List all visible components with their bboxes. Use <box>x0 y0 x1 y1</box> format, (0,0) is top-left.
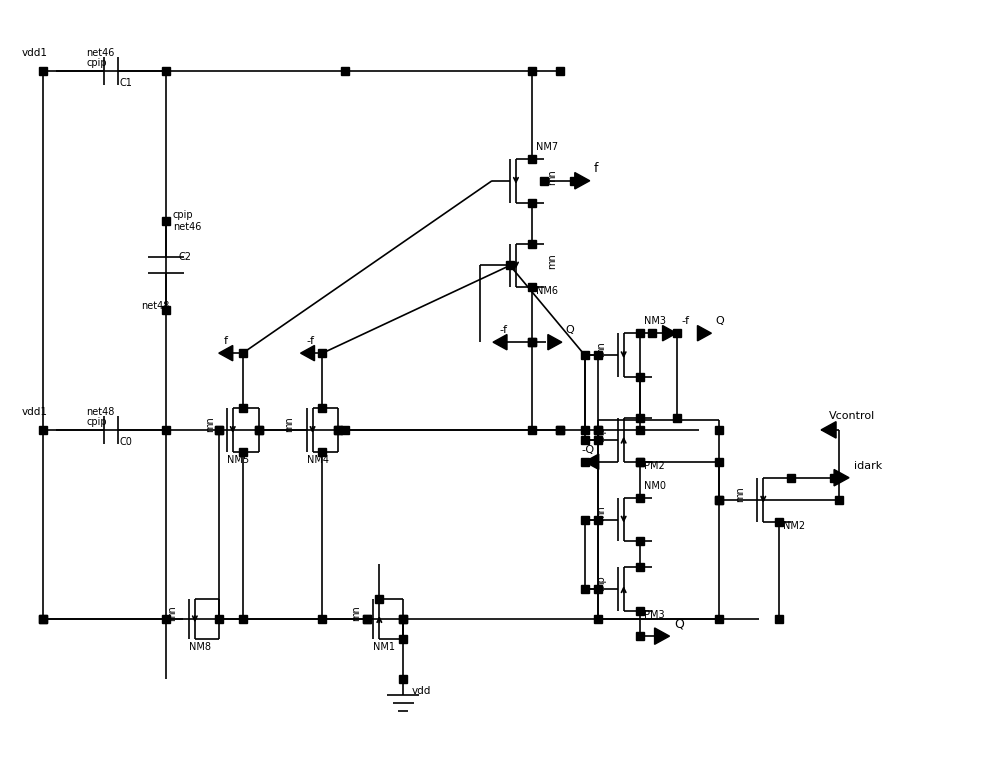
Polygon shape <box>663 325 677 341</box>
Text: Q: Q <box>715 316 724 326</box>
Text: mp: mp <box>596 576 606 591</box>
Text: mp: mp <box>596 426 606 442</box>
Text: net48: net48 <box>141 301 169 311</box>
Polygon shape <box>821 421 836 438</box>
Text: cpip: cpip <box>86 58 107 68</box>
Text: idark: idark <box>854 461 882 471</box>
Text: NM6: NM6 <box>536 286 558 296</box>
Text: NM8: NM8 <box>189 642 211 652</box>
Polygon shape <box>834 469 849 486</box>
Text: mn: mn <box>596 341 606 357</box>
Text: vdd1: vdd1 <box>21 407 47 417</box>
Text: PM3: PM3 <box>644 610 664 620</box>
Text: C2: C2 <box>179 253 192 263</box>
Polygon shape <box>301 346 315 361</box>
Text: vdd: vdd <box>411 686 431 696</box>
Text: mn: mn <box>351 605 361 621</box>
Polygon shape <box>575 173 590 189</box>
Text: Q: Q <box>675 618 684 630</box>
Text: mn: mn <box>547 253 557 269</box>
Text: net48: net48 <box>86 407 115 417</box>
Text: mn: mn <box>735 486 745 501</box>
Text: net46: net46 <box>86 48 115 58</box>
Text: NM3: NM3 <box>644 316 666 326</box>
Polygon shape <box>585 454 599 469</box>
Text: mn: mn <box>285 416 295 432</box>
Text: NM4: NM4 <box>307 455 329 465</box>
Polygon shape <box>219 346 233 361</box>
Text: cpip: cpip <box>86 417 107 427</box>
Text: NM7: NM7 <box>536 142 558 152</box>
Text: mn: mn <box>547 169 557 185</box>
Text: f: f <box>594 163 598 175</box>
Text: NM0: NM0 <box>644 481 666 490</box>
Text: mn: mn <box>167 605 177 621</box>
Text: PM2: PM2 <box>644 461 664 471</box>
Text: -f: -f <box>499 325 507 335</box>
Text: Q: Q <box>566 325 575 335</box>
Text: Vcontrol: Vcontrol <box>829 411 875 421</box>
Text: f: f <box>224 336 228 346</box>
Text: vdd1: vdd1 <box>21 48 47 58</box>
Polygon shape <box>548 335 562 350</box>
Polygon shape <box>697 325 711 341</box>
Text: C0: C0 <box>119 437 132 447</box>
Text: NM1: NM1 <box>373 642 395 652</box>
Text: mn: mn <box>596 506 606 522</box>
Polygon shape <box>655 628 670 644</box>
Text: net46: net46 <box>173 221 201 231</box>
Text: -f: -f <box>307 336 315 346</box>
Text: mn: mn <box>205 416 215 432</box>
Polygon shape <box>493 335 507 350</box>
Text: -Q: -Q <box>582 445 595 455</box>
Text: -f: -f <box>681 316 689 326</box>
Text: NM2: NM2 <box>783 521 805 530</box>
Text: C1: C1 <box>119 78 132 88</box>
Text: NM5: NM5 <box>227 455 249 465</box>
Text: cpip: cpip <box>173 210 194 220</box>
